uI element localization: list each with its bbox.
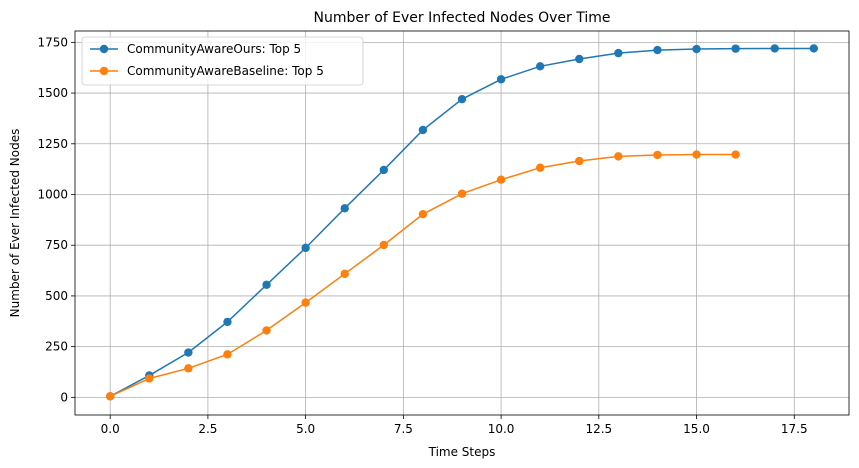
series-2-point	[379, 240, 389, 250]
x-tick-label: 15.0	[683, 422, 710, 436]
y-tick-label: 1500	[37, 86, 68, 100]
x-axis-title: Time Steps	[428, 445, 496, 459]
series-1-point	[614, 48, 623, 58]
series-2-point	[105, 392, 115, 401]
legend: CommunityAwareOurs: Top 5 CommunityAwareB…	[81, 36, 364, 86]
series-1-point	[496, 75, 506, 84]
series-2-point	[614, 152, 623, 161]
legend-swatch-marker	[99, 44, 109, 54]
series-1-point	[575, 54, 584, 64]
series-2-point	[575, 156, 584, 166]
series-1-point	[379, 165, 389, 175]
series-1-point	[692, 44, 701, 54]
x-tick-label: 2.5	[198, 422, 217, 436]
series-2-point	[262, 326, 271, 335]
series-1-point	[770, 44, 779, 53]
x-tick-label: 0.0	[101, 422, 120, 436]
legend-entry-label: CommunityAwareOurs: Top 5	[127, 42, 301, 56]
y-tick-label: 0	[60, 390, 68, 404]
y-tick-label: 1000	[37, 187, 68, 201]
x-tick-label: 17.5	[781, 422, 808, 436]
series-1-point	[262, 280, 271, 289]
chart-title: Number of Ever Infected Nodes Over Time	[314, 10, 611, 26]
series-2-point	[692, 150, 701, 159]
y-tick-label: 500	[45, 289, 68, 303]
series-1-point	[535, 62, 545, 71]
series-1-point	[418, 125, 428, 135]
series-2-point	[184, 364, 193, 373]
legend-entry-label: CommunityAwareBaseline: Top 5	[127, 64, 324, 78]
grid-lines	[75, 31, 849, 415]
series-2-point	[496, 175, 506, 184]
series-1-point	[301, 243, 310, 253]
series-2-point	[301, 298, 310, 307]
series-1-point	[223, 317, 232, 327]
series-2-point	[223, 350, 232, 359]
series-1-point	[809, 44, 819, 53]
series-2-point	[340, 269, 349, 279]
x-tick-label: 12.5	[585, 422, 612, 436]
series-1-point	[340, 204, 349, 213]
series-1-point	[457, 94, 467, 104]
y-tick-label: 1250	[37, 137, 68, 151]
series-2-point	[653, 150, 662, 160]
series-2-point	[535, 163, 545, 172]
y-ticks: 0 250 500 750 1000 1250 1500 1750	[37, 35, 75, 404]
x-tick-label: 7.5	[394, 422, 413, 436]
series-group	[105, 44, 819, 401]
legend-box	[81, 36, 364, 86]
legend-swatch-marker	[99, 66, 109, 76]
series-1-point	[184, 348, 193, 357]
y-axis-title: Number of Ever Infected Nodes	[8, 129, 22, 318]
x-tick-label: 10.0	[488, 422, 515, 436]
series-2-point	[145, 374, 154, 383]
y-tick-label: 750	[45, 238, 68, 252]
series-2-point	[731, 150, 740, 159]
y-tick-label: 250	[45, 340, 68, 354]
plot-frame	[74, 30, 850, 416]
series-2-point	[418, 209, 428, 219]
series-2-point	[457, 189, 467, 198]
x-tick-label: 5.0	[296, 422, 315, 436]
series-1-point	[731, 44, 740, 53]
x-ticks: 0.0 2.5 5.0 7.5 10.0 12.5 15.0 17.5	[101, 415, 808, 436]
series-1-point	[653, 45, 662, 55]
y-tick-label: 1750	[37, 35, 68, 49]
